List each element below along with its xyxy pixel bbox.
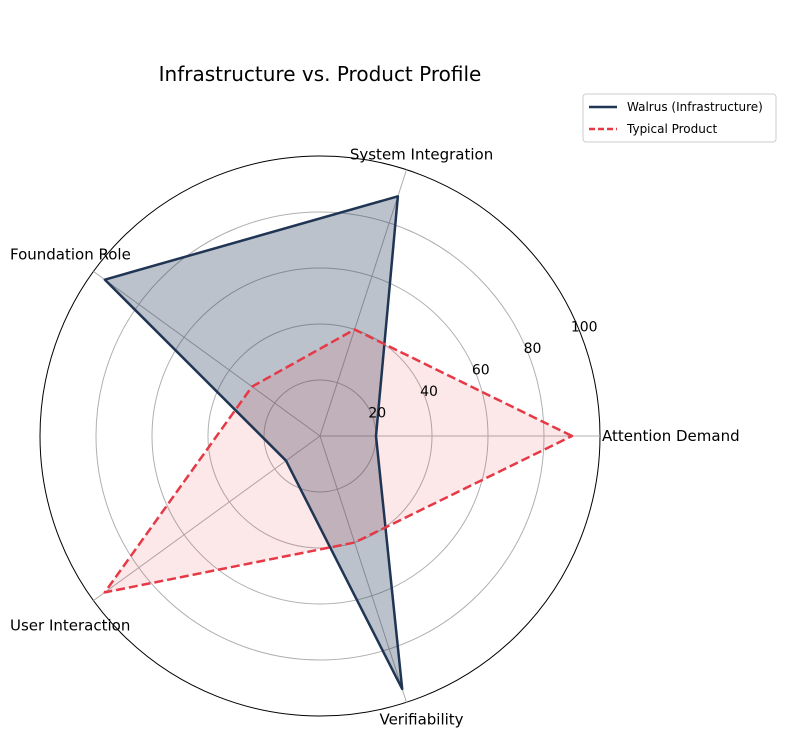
axis-label: Attention Demand (602, 427, 740, 445)
radar-grid (39, 155, 601, 717)
radial-tick-label: 60 (472, 362, 490, 378)
legend-label-walrus: Walrus (Infrastructure) (627, 100, 763, 114)
radar-labels: 20 40 60 80 100 Attention Demand System Integr… (10, 146, 740, 729)
radar-spoke (319, 435, 408, 703)
axis-label: User Interaction (10, 617, 130, 635)
legend-label-typical-product: Typical Product (626, 122, 717, 136)
series-line (103, 195, 404, 691)
radial-tick-label: 40 (420, 384, 438, 400)
series-fill (104, 329, 573, 593)
axis-label: System Integration (350, 146, 493, 164)
chart-title: Infrastructure vs. Product Profile (159, 62, 482, 86)
legend: Walrus (Infrastructure) Typical Product (582, 93, 777, 143)
radial-tick-label: 80 (524, 341, 542, 357)
axis-label: Foundation Role (10, 245, 131, 263)
axis-label: Verifiability (379, 710, 463, 728)
radar-spoke (93, 271, 321, 437)
series-line (103, 328, 574, 594)
radial-tick-label: 100 (571, 320, 598, 336)
radial-tick-label: 20 (368, 405, 386, 421)
radar-spoke (93, 435, 321, 601)
legend-frame (582, 93, 777, 143)
radar-series (103, 195, 574, 691)
radar-spoke (319, 169, 408, 437)
series-fill (104, 196, 403, 689)
